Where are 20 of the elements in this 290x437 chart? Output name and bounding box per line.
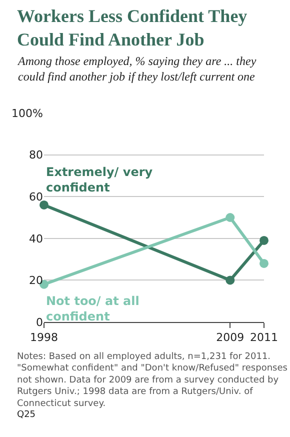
point	[40, 200, 48, 210]
series-label: Not too/ at all confident	[46, 294, 140, 324]
point	[260, 258, 268, 268]
x-tick-label: 2009	[216, 331, 244, 344]
x-tick-label: 1998	[30, 331, 58, 344]
y-tick-label: 60	[29, 190, 43, 204]
point	[226, 213, 235, 222]
y-tick-label: 100%	[12, 106, 43, 120]
x-tick-label: 2011	[250, 331, 278, 344]
text: Notes: Based on all employed adults, n=1,231 for 2011. "Somewhat confident" and "Don't know/Refused" responses not shown. Data for 2009 are from a survey conducted by Rutgers Univ.; 1998 data are from a Rutgers/Univ. of Connecticut survey.	[17, 352, 288, 409]
point	[260, 236, 268, 245]
point	[226, 276, 235, 285]
y-tick-label: 40	[29, 232, 43, 246]
y-tick-label: 20	[29, 274, 43, 288]
y-tick-label: 80	[29, 148, 43, 162]
chart-subtitle: Among those employed, % saying they are ... they could find another job if they lost/left current one	[17, 54, 257, 84]
series-label: Extremely/ very confident	[46, 165, 153, 195]
y-tick-label: 0	[36, 316, 43, 329]
chart-title: Workers Less Confident They Could Find Another Job	[17, 6, 248, 50]
text: Q25	[17, 410, 36, 420]
